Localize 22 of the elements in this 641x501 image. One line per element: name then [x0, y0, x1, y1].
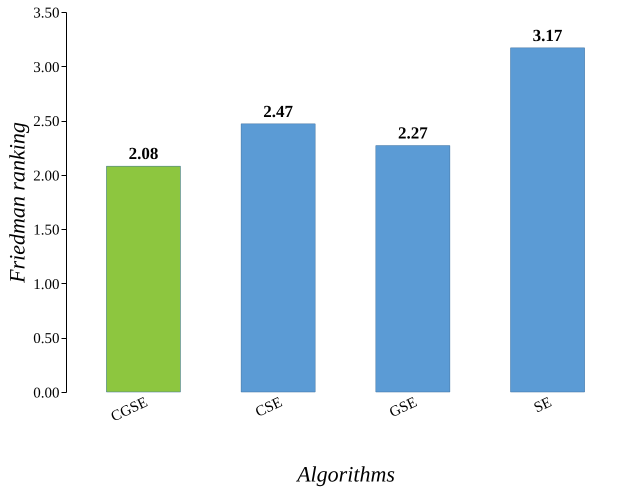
y-tick-label: 0.00 — [33, 386, 60, 402]
y-tick-label: 1.00 — [33, 276, 60, 293]
y-tick-label: 3.00 — [33, 60, 60, 76]
data-label: 3.17 — [532, 26, 563, 45]
x-tick-label: CGSE — [108, 394, 150, 426]
y-tick-label: 2.00 — [33, 168, 60, 184]
x-tick-label: SE — [532, 394, 554, 416]
data-label: 2.47 — [263, 102, 294, 121]
bar — [106, 166, 181, 392]
y-tick-label: 1.50 — [33, 222, 60, 239]
x-tick-label: GSE — [387, 394, 420, 421]
data-label: 2.08 — [128, 144, 158, 164]
y-tick-label: 0.50 — [33, 331, 60, 348]
bar — [376, 145, 450, 392]
x-axis-title: Algorithms — [295, 461, 395, 486]
y-axis-title: Friedman ranking — [4, 122, 30, 284]
y-tick-label: 2.50 — [33, 114, 60, 130]
data-label: 2.27 — [398, 124, 428, 143]
bar — [510, 48, 585, 392]
y-tick-label: 3.50 — [33, 6, 60, 22]
x-tick-label: CSE — [253, 394, 285, 421]
bar — [240, 124, 316, 392]
